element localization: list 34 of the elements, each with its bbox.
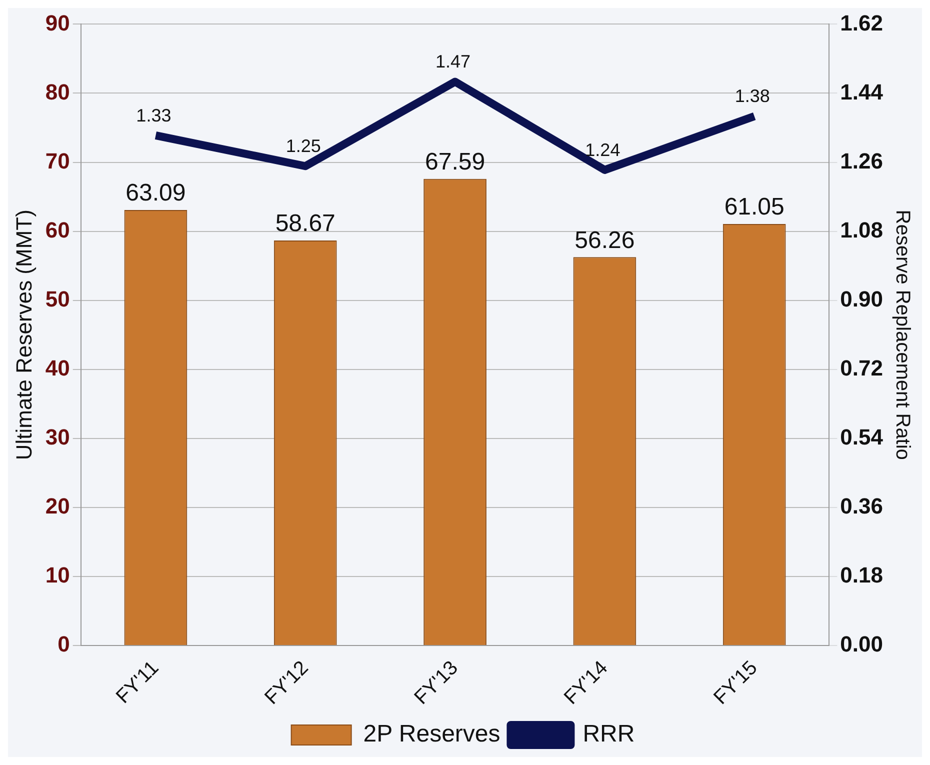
- y-tick-label: 0: [58, 632, 70, 657]
- data-label: 1.25: [286, 136, 321, 156]
- y2-tick-label: 0.00: [840, 632, 884, 657]
- data-label: 56.26: [574, 226, 635, 254]
- y-tick-label: 70: [45, 148, 70, 174]
- y2-tick-label: 0.90: [840, 286, 884, 312]
- y2-tick-label: 1.62: [840, 10, 884, 36]
- y-tick-label: 50: [45, 286, 70, 312]
- y2-tick-label: 0.54: [840, 424, 884, 450]
- y-tick-label: 80: [45, 79, 70, 104]
- data-label: 1.24: [585, 140, 620, 160]
- legend-label: RRR: [582, 720, 635, 748]
- data-label: 1.33: [136, 105, 172, 126]
- y2-tick-label: 0.36: [840, 494, 884, 519]
- y-tick-label: 60: [45, 217, 70, 242]
- data-label: 67.59: [424, 148, 486, 176]
- y2-tick-label: 1.08: [840, 217, 884, 242]
- y2-axis-title: Reserve Replacement Ratio: [891, 210, 914, 460]
- data-label: 58.67: [275, 210, 336, 238]
- y-tick-label: 20: [45, 494, 70, 519]
- data-label: 1.47: [436, 52, 471, 72]
- y-tick-label: 30: [45, 424, 70, 450]
- y-tick-label: 10: [45, 562, 70, 588]
- y2-tick-label: 0.18: [840, 562, 884, 588]
- y2-tick-label: 1.44: [840, 79, 884, 104]
- y2-tick-label: 0.72: [840, 355, 884, 380]
- legend-label: 2P Reserves: [363, 720, 500, 748]
- y-axis-title: Ultimate Reserves (MMT): [11, 210, 36, 460]
- data-label: 61.05: [724, 194, 784, 221]
- y-tick-label: 90: [45, 10, 70, 36]
- y2-tick-label: 1.26: [840, 148, 884, 174]
- data-label: 63.09: [126, 180, 186, 207]
- data-label: 1.38: [734, 86, 770, 106]
- y-tick-label: 40: [45, 355, 70, 380]
